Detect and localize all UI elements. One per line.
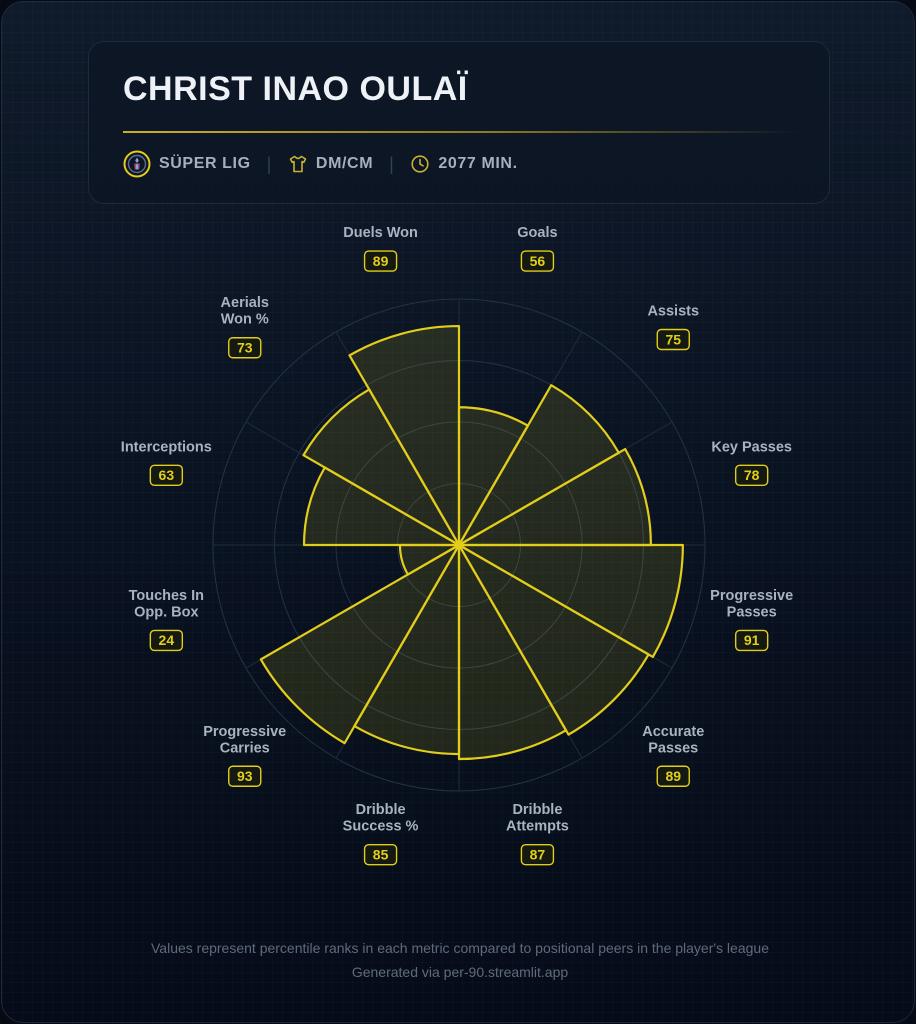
label-line: Assists <box>647 303 699 319</box>
bar-accurate-passes <box>457 543 650 736</box>
value-badge <box>149 464 184 487</box>
value-badge <box>734 464 769 487</box>
value-goals: 56 <box>530 253 546 269</box>
value-badge <box>228 765 262 787</box>
label-line: Touches In <box>129 588 204 604</box>
label-line: Attempts <box>506 819 569 835</box>
label-progressive-passes: Progressive Passes <box>710 588 793 621</box>
value-badge <box>363 843 398 866</box>
minutes-label: 2077 MIN. <box>438 155 518 172</box>
label-line: Opp. Box <box>134 604 198 620</box>
value-badge <box>363 250 398 272</box>
label-accurate-passes: Accurate Passes <box>642 724 704 757</box>
player-meta: SÜPER LIG | DM/CM | 2077 MIN. <box>123 150 518 178</box>
league-label: SÜPER LIG <box>159 155 251 172</box>
label-line: Progressive <box>203 724 286 740</box>
value-dribble-attempts: 87 <box>530 846 546 862</box>
label-line: Success % <box>343 819 419 835</box>
label-interceptions: Interceptions <box>121 439 212 455</box>
shirt-icon <box>288 154 308 174</box>
value-aerials-won: 73 <box>237 340 253 356</box>
label-line: Duels Won <box>343 225 418 241</box>
label-duels-won: Duels Won <box>343 225 418 241</box>
bar-dribble-attempts <box>457 543 568 761</box>
bar-dribble-success <box>353 543 461 756</box>
value-badge <box>734 629 769 652</box>
meta-separator: | <box>389 153 395 174</box>
label-line: Passes <box>727 604 777 620</box>
label-line: Won % <box>221 312 269 328</box>
label-line: Carries <box>220 740 270 756</box>
bar-assists <box>457 384 620 547</box>
value-accurate-passes: 89 <box>665 768 681 784</box>
label-line: Accurate <box>642 724 704 740</box>
chart-center <box>455 541 463 549</box>
value-badge <box>228 337 262 359</box>
label-line: Progressive <box>710 588 793 604</box>
value-progressive-passes: 91 <box>744 632 760 648</box>
value-badge <box>149 629 184 652</box>
bar-aerials-won <box>302 388 461 547</box>
label-line: Goals <box>517 225 557 241</box>
value-badge <box>520 843 555 866</box>
player-name: CHRIST INAO OULAÏ <box>123 70 468 108</box>
bar-progressive-carries <box>259 543 461 745</box>
value-touches-in-opp-box: 24 <box>159 632 175 648</box>
bar-key-passes <box>457 447 652 547</box>
header-divider <box>123 131 799 133</box>
label-line: Passes <box>648 740 698 756</box>
label-dribble-attempts: Dribble Attempts <box>506 802 569 835</box>
label-dribble-success: Dribble Success % <box>343 802 419 835</box>
label-line: Aerials <box>221 295 269 311</box>
value-badge <box>656 328 690 351</box>
value-badge <box>520 250 555 272</box>
label-key-passes: Key Passes <box>711 439 792 455</box>
value-progressive-carries: 93 <box>237 768 253 784</box>
position-label: DM/CM <box>315 155 374 172</box>
value-badge <box>656 765 690 787</box>
club-crest-icon <box>123 150 151 178</box>
bar-progressive-passes <box>457 543 684 659</box>
label-progressive-carries: Progressive Carries <box>203 724 286 757</box>
footer-note: Values represent percentile ranks in eac… <box>151 940 769 956</box>
header-panel: CHRIST INAO OULAÏ SÜPER LIG | DM/CM <box>88 41 830 204</box>
label-line: Interceptions <box>121 439 212 455</box>
label-aerials-won: Aerials Won % <box>221 295 269 328</box>
label-touches-in-opp-box: Touches In Opp. Box <box>129 588 204 621</box>
polar-bars <box>259 324 684 761</box>
value-duels-won: 89 <box>373 253 389 269</box>
label-goals: Goals <box>517 225 557 241</box>
label-line: Dribble <box>356 802 406 818</box>
value-assists: 75 <box>665 331 681 347</box>
label-line: Key Passes <box>711 439 792 455</box>
label-line: Dribble <box>512 802 562 818</box>
label-assists: Assists <box>647 303 699 319</box>
value-key-passes: 78 <box>744 467 760 483</box>
meta-separator: | <box>266 153 272 174</box>
value-dribble-success: 85 <box>373 846 389 862</box>
clock-icon <box>410 154 430 174</box>
bar-duels-won <box>348 324 461 547</box>
value-interceptions: 63 <box>159 467 175 483</box>
footer-credit: Generated via per-90.streamlit.app <box>351 964 569 980</box>
